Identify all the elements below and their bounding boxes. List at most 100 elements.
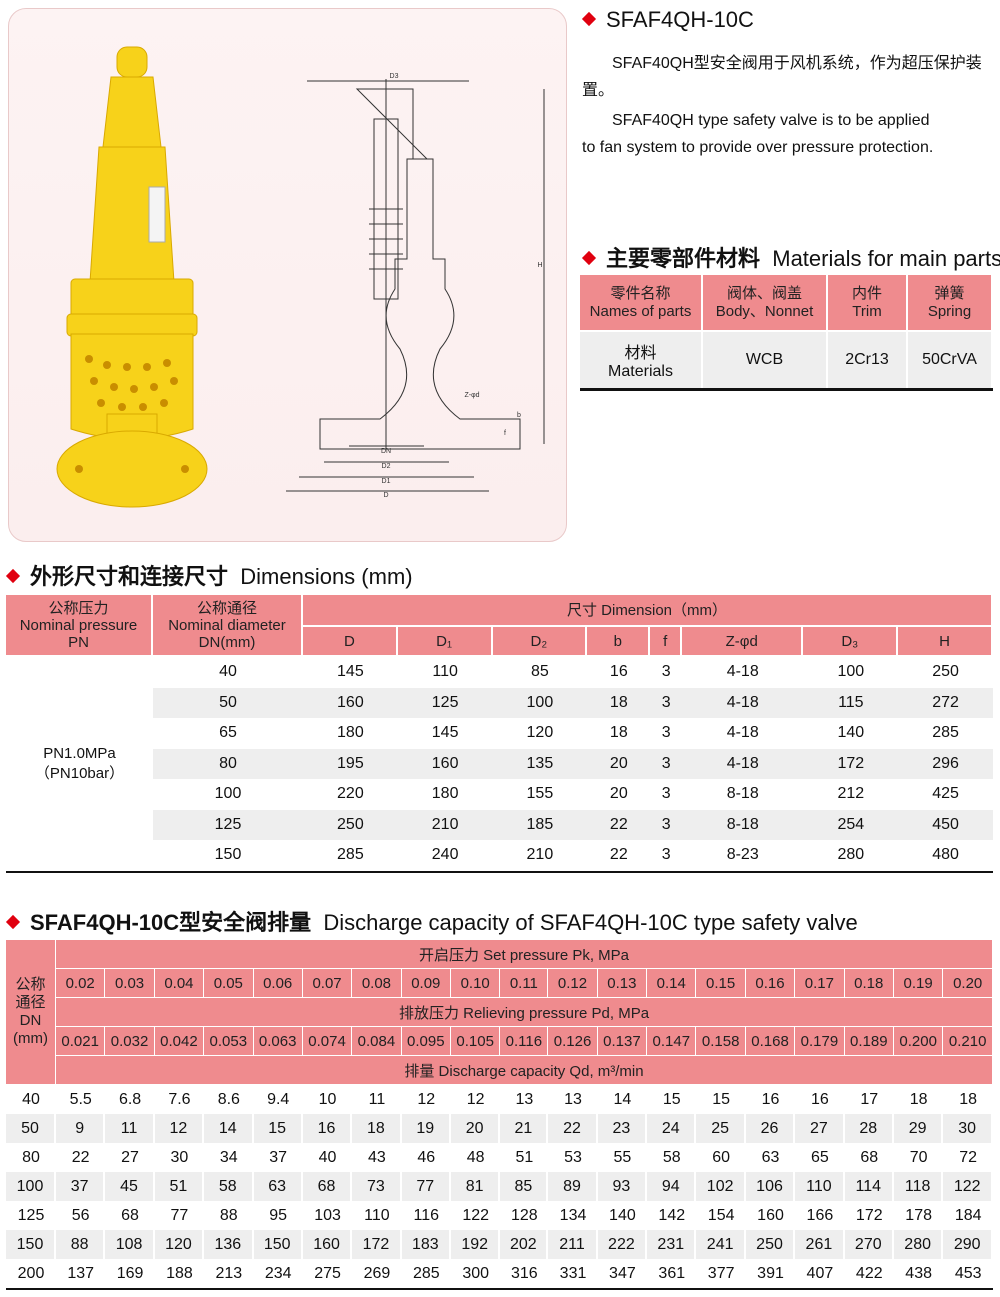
capacity-cell: 72 (959, 1148, 978, 1166)
dimension-cell: 20 (587, 748, 651, 779)
capacity-cell: 160 (302, 1230, 353, 1259)
diamond-bullet-icon (581, 251, 597, 266)
dimension-cell: 220 (337, 785, 364, 803)
capacity-cell: 48 (466, 1148, 485, 1166)
discharge-row: 80 22 27 30 34 37 40 43 46 48 51 53 55 58 60 63 65 68 70 72 (6, 1143, 993, 1172)
dimension-cell: 120 (526, 724, 554, 742)
capacity-cell: 166 (806, 1206, 834, 1224)
capacity-cell: 5.5 (69, 1090, 92, 1108)
capacity-cell: 51 (515, 1148, 534, 1166)
dimensions-heading-en: Dimensions (mm) (240, 564, 413, 589)
capacity-cell: 122 (943, 1172, 993, 1201)
capacity-cell: 269 (363, 1264, 391, 1282)
capacity-cell: 184 (954, 1206, 982, 1224)
description-en-2: to fan system to provide over pressure p… (582, 139, 934, 156)
set-pressure-cell: 0.09 (401, 969, 451, 998)
capacity-cell: 140 (609, 1206, 636, 1224)
materials-header-cell: 零件名称 Names of parts (580, 275, 703, 330)
capacity-cell: 58 (204, 1172, 254, 1201)
dimension-cell: 3 (661, 846, 671, 864)
capacity-cell: 290 (943, 1230, 993, 1259)
capacity-cell: 30 (943, 1114, 993, 1143)
dimension-cell: 140 (837, 724, 865, 742)
diamond-bullet-icon (5, 569, 21, 584)
capacity-cell: 234 (264, 1264, 292, 1282)
capacity-cell: 68 (302, 1172, 353, 1201)
capacity-cell: 22 (71, 1148, 90, 1166)
dimension-cell: 16 (609, 663, 628, 681)
materials-cell: WCB (703, 330, 828, 388)
capacity-cell: 16 (302, 1114, 353, 1143)
dimension-cell: 250 (932, 663, 959, 681)
set-pressure-cell: 0.16 (745, 969, 796, 998)
dimension-cell: 4-18 (681, 748, 804, 779)
relieving-pressure-cell: 0.042 (154, 1027, 205, 1056)
relieving-pressure-cell: 0.105 (451, 1027, 501, 1056)
dimensions-table: 公称压力 Nominal pressure PN 公称通径 Nominal diame… (6, 595, 993, 873)
capacity-cell: 13 (515, 1090, 534, 1108)
capacity-cell: 63 (761, 1148, 780, 1166)
materials-header-cell: 阀体、阀盖 Body、Nonnet (703, 275, 828, 330)
dimension-cell: 20 (609, 785, 628, 803)
dn-cell: 125 (17, 1206, 45, 1224)
capacity-cell: 150 (253, 1230, 303, 1259)
capacity-cell: 231 (647, 1230, 697, 1259)
dimension-cell: 18 (609, 724, 628, 742)
capacity-cell: 172 (855, 1206, 883, 1224)
materials-header-cell: 弹簧 Spring (908, 275, 993, 330)
capacity-cell: 25 (696, 1114, 746, 1143)
capacity-cell: 37 (56, 1172, 106, 1201)
dimension-column-header: D (303, 627, 398, 657)
materials-heading-en: Materials for main parts (772, 246, 1000, 271)
dimension-cell: 145 (431, 724, 459, 742)
drawing-label-d2: D2 (382, 463, 391, 470)
dn-cell: 100 (6, 1172, 56, 1201)
dimension-column-header: D₁ (397, 627, 493, 657)
capacity-cell: 11 (105, 1114, 155, 1143)
drawing-label-dn: DN (381, 448, 391, 455)
dimension-cell: 3 (650, 809, 682, 840)
capacity-cell: 116 (413, 1206, 440, 1224)
capacity-label: 排量 Discharge capacity Qd, m³/min (56, 1056, 993, 1085)
capacity-cell: 128 (511, 1206, 538, 1224)
dimension-cell: 172 (803, 748, 899, 779)
dimension-cell: 4-18 (726, 663, 759, 681)
dimensions-row: 50 160 125 100 18 3 4-18 115 272 (6, 687, 993, 718)
capacity-cell: 17 (860, 1090, 879, 1108)
materials-row: 材料 Materials WCB 2Cr13 50CrVA (580, 330, 993, 388)
capacity-cell: 13 (564, 1090, 582, 1108)
discharge-heading-cn: SFAF4QH-10C型安全阀排量 (30, 910, 312, 935)
capacity-cell: 14 (204, 1114, 254, 1143)
pn-value: PN1.0MPa (43, 744, 116, 762)
drawing-label-d3: D3 (390, 73, 399, 80)
capacity-cell: 70 (909, 1148, 928, 1166)
set-pressure-cell: 0.08 (352, 969, 402, 998)
capacity-cell: 169 (116, 1264, 144, 1282)
capacity-cell: 19 (401, 1114, 451, 1143)
set-pressure-cell: 0.14 (647, 969, 697, 998)
dn-cell: 40 (22, 1090, 40, 1108)
set-pressure-cell: 0.07 (302, 969, 353, 998)
dimensions-row: 80 195 160 135 20 3 4-18 172 296 (6, 748, 993, 779)
dimensions-heading-cn: 外形尺寸和连接尺寸 (30, 564, 229, 589)
dimension-cell: 210 (526, 846, 554, 864)
capacity-cell: 88 (219, 1206, 238, 1224)
dn-cell: 100 (214, 785, 242, 803)
capacity-cell: 102 (696, 1172, 746, 1201)
materials-cell: 2Cr13 (828, 330, 908, 388)
discharge-table: 公称 通径 DN (mm) 开启压力 Set pressure Pk, MPa 0.0… (6, 940, 993, 1290)
relieving-pressure-label: 排放压力 Relieving pressure Pd, MPa (56, 998, 993, 1027)
capacity-cell: 347 (609, 1264, 636, 1282)
capacity-cell: 94 (647, 1172, 697, 1201)
relieving-pressure-cell: 0.063 (253, 1027, 303, 1056)
set-pressure-cell: 0.10 (451, 969, 501, 998)
capacity-cell: 18 (909, 1090, 928, 1108)
dimension-cell: 425 (932, 785, 959, 803)
capacity-cell: 60 (712, 1148, 731, 1166)
product-title: SFAF4QH-10C (581, 7, 754, 33)
relieving-pressure-cell: 0.189 (844, 1027, 894, 1056)
set-pressure-label-row: 公称 通径 DN (mm) 开启压力 Set pressure Pk, MPa (6, 940, 993, 1085)
dimension-cell: 280 (837, 846, 865, 864)
capacity-cell: 154 (707, 1206, 735, 1224)
capacity-cell: 275 (314, 1264, 341, 1282)
